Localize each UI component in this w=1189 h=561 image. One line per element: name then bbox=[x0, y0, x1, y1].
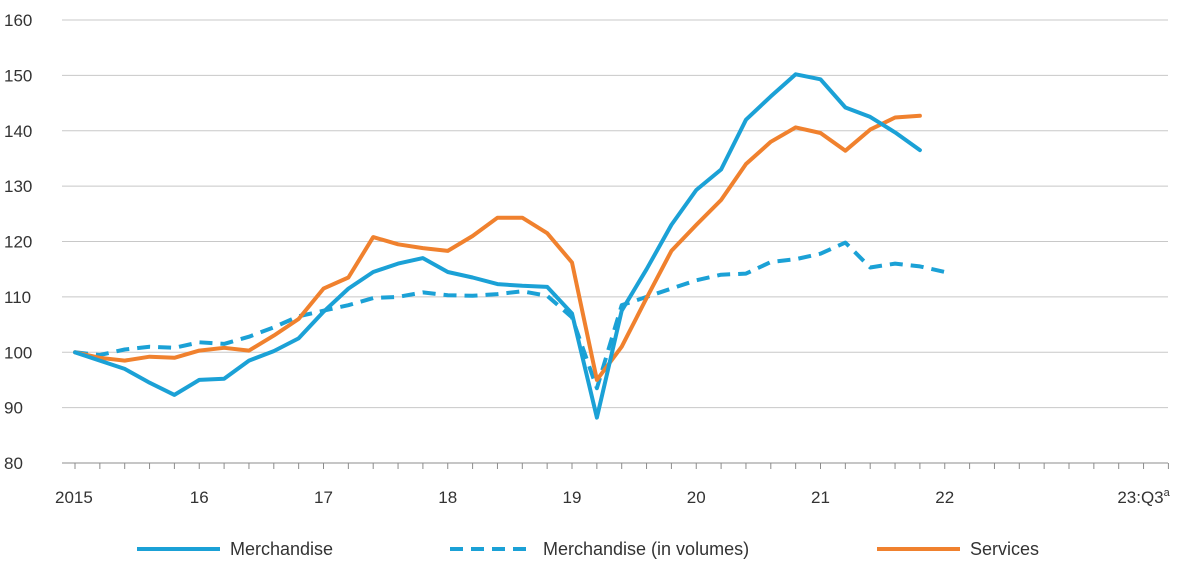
y-tick-label: 100 bbox=[4, 343, 32, 362]
y-tick-label: 160 bbox=[4, 11, 32, 30]
x-tick-label-text: 19 bbox=[563, 488, 582, 507]
x-tick-label-text: 2015 bbox=[55, 488, 93, 507]
x-tick-label: 21 bbox=[811, 488, 830, 507]
y-tick-label: 130 bbox=[4, 177, 32, 196]
y-axis: 80 90 100 110 120 130 140 150 160 bbox=[4, 11, 32, 473]
series-line-merchandise bbox=[73, 72, 922, 420]
x-tick-label: 17 bbox=[314, 488, 333, 507]
y-tick-label: 80 bbox=[4, 454, 23, 473]
x-tick-label: 19 bbox=[563, 488, 582, 507]
x-tick-label: 18 bbox=[438, 488, 457, 507]
x-tick-label: 22 bbox=[935, 488, 954, 507]
x-axis bbox=[62, 462, 1169, 469]
y-tick-label: 140 bbox=[4, 122, 32, 141]
x-tick-label: 2015 bbox=[55, 488, 93, 507]
series-line-merchandise-in-volumes bbox=[74, 240, 946, 391]
x-tick-label: 20 bbox=[687, 488, 706, 507]
x-tick-label: 23:Q3a bbox=[1117, 487, 1170, 507]
x-tick-label-text: 17 bbox=[314, 488, 333, 507]
legend-label: Services bbox=[970, 539, 1039, 559]
x-tick-labels: 2015 16 17 18 19 20 21 22 23:Q3a bbox=[55, 487, 1171, 507]
y-tick-label: 120 bbox=[4, 233, 32, 252]
x-tick-label-text: 16 bbox=[190, 488, 209, 507]
x-tick-label-text: 22 bbox=[935, 488, 954, 507]
x-tick-label-text: 21 bbox=[811, 488, 830, 507]
legend-label: Merchandise bbox=[230, 539, 333, 559]
x-tick-label-text: 18 bbox=[438, 488, 457, 507]
legend-label: Merchandise (in volumes) bbox=[543, 539, 749, 559]
y-tick-label: 150 bbox=[4, 66, 32, 85]
x-tick-label-text: 20 bbox=[687, 488, 706, 507]
x-tick-label: 16 bbox=[190, 488, 209, 507]
legend: Merchandise Merchandise (in volumes) Servi… bbox=[137, 539, 1039, 559]
x-tick-label-text: 23:Q3 bbox=[1117, 488, 1163, 507]
x-tick-label-superscript: a bbox=[1164, 487, 1171, 499]
series-lines bbox=[73, 72, 946, 420]
series-line-services bbox=[73, 113, 922, 382]
y-tick-label: 90 bbox=[4, 399, 23, 418]
y-tick-label: 110 bbox=[4, 288, 31, 307]
